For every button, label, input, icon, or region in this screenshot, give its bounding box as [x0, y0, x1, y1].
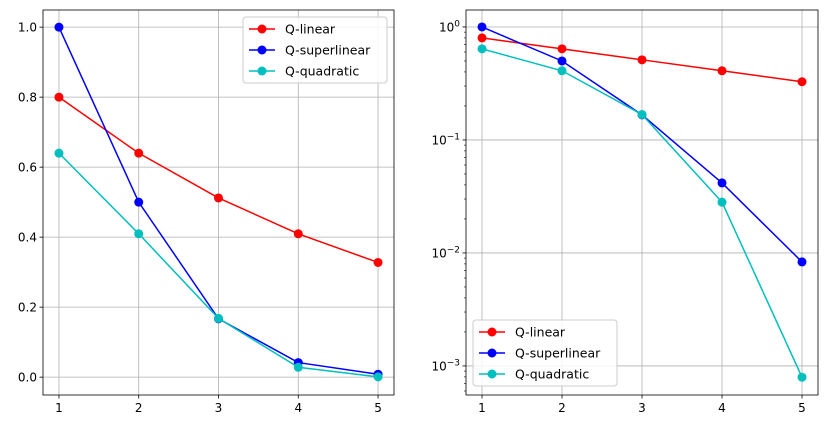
- legend-label: Q-superlinear: [515, 346, 601, 361]
- legend-marker: [487, 348, 497, 358]
- series-Q-quadratic: [477, 44, 807, 382]
- x-tick-label: 3: [638, 401, 646, 415]
- legend-marker: [257, 45, 267, 55]
- data-point: [214, 313, 223, 323]
- subplot-1: 1 2 3 4 5 0.0 0.2 0.4 0.6 0.8 1.0 Q-linear Q-superli…: [18, 9, 395, 415]
- x-tick-label: 3: [215, 401, 223, 415]
- data-point: [477, 22, 487, 32]
- data-point: [134, 197, 144, 207]
- data-point: [134, 148, 144, 158]
- data-point: [477, 33, 487, 43]
- legend-label: Q-quadratic: [515, 367, 589, 382]
- y-tick-label: 0.0: [18, 371, 37, 385]
- data-point: [214, 193, 223, 203]
- tick-exponent: 0: [454, 19, 460, 29]
- series-Q-linear: [477, 33, 807, 87]
- data-point: [717, 197, 727, 207]
- y-tick-label: 100: [439, 19, 460, 34]
- y-tick-label: 0.8: [18, 91, 37, 105]
- data-point: [797, 257, 807, 267]
- legend-label: Q-superlinear: [285, 43, 371, 58]
- legend-entry: Q-superlinear: [479, 346, 601, 361]
- data-point: [557, 66, 567, 76]
- legend-entry: Q-quadratic: [249, 64, 359, 79]
- x-tick-label: 1: [478, 401, 486, 415]
- series-Q-quadratic: [54, 148, 383, 382]
- data-point: [293, 229, 303, 239]
- y-tick-label: 10−3: [431, 358, 460, 373]
- data-point: [797, 372, 807, 382]
- tick-base: 10: [439, 20, 454, 34]
- data-point: [717, 178, 727, 188]
- data-point: [557, 56, 567, 66]
- data-point: [54, 22, 64, 32]
- y-tick-label: 10−2: [431, 245, 460, 260]
- tick-exponent: −1: [447, 132, 460, 142]
- x-tick-label: 5: [798, 401, 806, 415]
- legend-entry: Q-linear: [249, 22, 336, 37]
- axes-frame: [42, 9, 395, 396]
- y-tick-label: 0.4: [18, 231, 37, 245]
- y-tick-label: 0.2: [18, 301, 37, 315]
- legend-box: [242, 16, 388, 84]
- y-tick-label: 0.6: [18, 161, 37, 175]
- data-point: [797, 77, 807, 87]
- axes-frame: [465, 9, 819, 396]
- legend-marker: [257, 24, 267, 34]
- tick-base: 10: [431, 246, 446, 260]
- data-point: [637, 110, 647, 120]
- data-point: [373, 372, 383, 382]
- legend-label: Q-linear: [515, 325, 566, 340]
- legend-label: Q-linear: [285, 22, 336, 37]
- tick-exponent: −2: [447, 245, 460, 255]
- data-point: [54, 92, 64, 102]
- legend-entry: Q-superlinear: [249, 43, 371, 58]
- legend: Q-linear Q-superlinear Q-quadratic: [242, 16, 388, 84]
- x-tick-label: 4: [718, 401, 726, 415]
- legend-marker: [487, 369, 497, 379]
- y-tick-label: 1.0: [18, 21, 37, 35]
- tick-base: 10: [431, 359, 446, 373]
- data-point: [637, 55, 647, 65]
- data-point: [373, 257, 383, 267]
- x-tick-label: 1: [55, 401, 63, 415]
- series-Q-linear: [54, 92, 383, 267]
- legend-entry: Q-quadratic: [479, 367, 589, 382]
- data-point: [557, 44, 567, 54]
- y-tick-label: 10−1: [431, 132, 460, 147]
- data-point: [134, 229, 144, 239]
- data-point: [54, 148, 64, 158]
- data-point: [717, 66, 727, 76]
- x-tick-label: 4: [294, 401, 302, 415]
- legend-entry: Q-linear: [479, 325, 566, 340]
- subplot-2: 1 2 3 4 510010−110−210−3Q-linearQ-superlinea…: [431, 9, 819, 415]
- legend-marker: [487, 327, 497, 337]
- legend-marker: [257, 66, 267, 76]
- legend-label: Q-quadratic: [285, 64, 359, 79]
- x-tick-label: 2: [135, 401, 143, 415]
- tick-base: 10: [431, 133, 446, 147]
- legend-box: [472, 319, 618, 387]
- x-tick-label: 5: [374, 401, 382, 415]
- legend: Q-linear Q-superlinear Q-quadratic: [472, 319, 618, 387]
- data-point: [293, 362, 303, 372]
- x-tick-label: 2: [558, 401, 566, 415]
- tick-exponent: −3: [447, 358, 460, 368]
- data-point: [477, 44, 487, 54]
